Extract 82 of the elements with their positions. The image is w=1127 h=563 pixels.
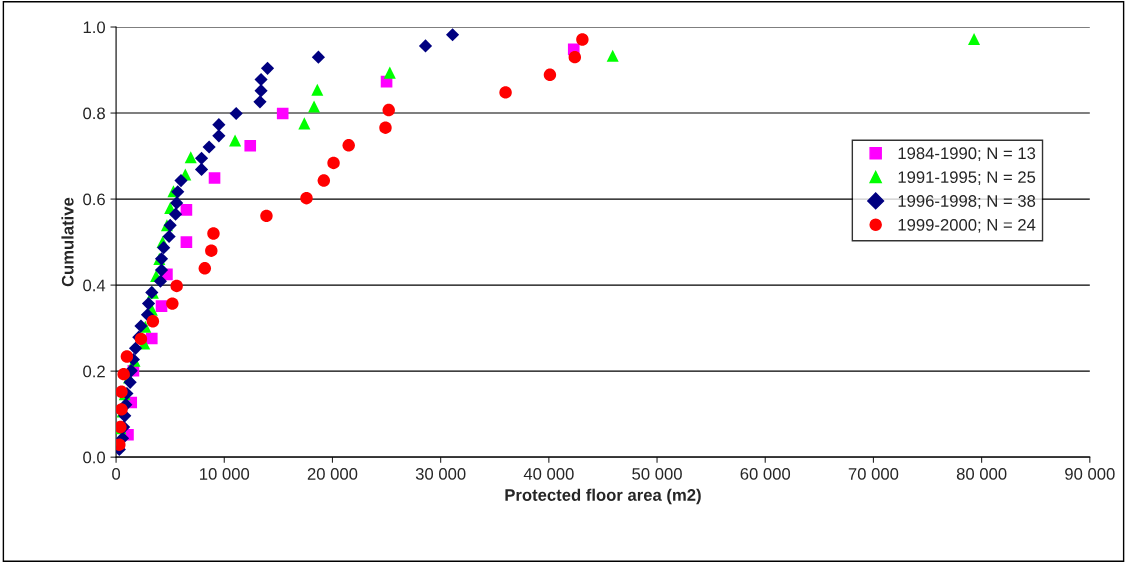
point [311,83,324,96]
point [445,28,460,42]
point [154,263,169,277]
point [194,162,209,176]
point [120,350,134,363]
point [254,72,268,87]
x-tick-label: 70 000 [848,468,899,480]
point [184,151,197,164]
point [155,300,168,312]
x-tick-label: 30 000 [415,468,466,480]
point [317,174,331,187]
point [229,106,243,121]
point [418,39,433,53]
point [198,262,212,275]
point [543,68,557,81]
point [229,134,242,147]
x-tick-label: 40 000 [523,468,574,480]
point [327,156,340,170]
point [308,100,321,113]
point [146,315,160,328]
x-tick-label: 20 000 [307,468,358,480]
x-tick-label: 80 000 [956,468,1007,480]
point [170,279,183,293]
legend-label: 1999-2000; N = 24 [898,218,1036,233]
point [968,33,981,46]
point [157,241,171,255]
legend-label: 1996-1998; N = 38 [898,195,1036,209]
point [207,227,220,240]
point [260,61,275,75]
x-tick-label: 50 000 [632,468,682,480]
x-axis-title: Protected floor area (m2) [505,488,701,505]
y-tick-label: 0.8 [83,107,105,120]
point [169,207,183,221]
point [212,118,226,132]
y-tick-label: 0.4 [83,279,106,292]
point [174,173,188,188]
y-tick-label: 1.0 [83,21,106,34]
point [180,236,193,248]
point [300,192,313,205]
point [134,319,148,333]
point [379,121,392,134]
point [568,50,582,64]
point [208,172,221,184]
point [298,117,311,130]
y-tick-label: 0.0 [83,451,106,464]
point [171,185,185,199]
legend-label: 1991-1995; N = 25 [898,171,1036,185]
point [244,139,257,152]
point [163,218,177,232]
point [382,103,395,117]
point [153,274,168,288]
point [170,196,184,210]
y-axis-title: Cumulative [61,197,74,287]
point [342,139,355,152]
point [145,332,158,345]
point [123,375,137,389]
x-tick-label: 10 000 [200,468,250,480]
x-tick-label: 90 000 [1065,468,1115,480]
point [180,204,193,216]
point [576,33,589,46]
point [166,297,179,310]
point [260,209,273,223]
point [311,50,325,64]
point [128,341,143,355]
point [212,129,226,143]
point [606,49,619,62]
point [117,367,130,381]
point [254,84,268,98]
x-tick-label: 0 [112,468,121,480]
point [383,66,396,79]
legend-label: 1984-1990; N = 13 [898,147,1036,162]
x-tick-label: 60 000 [740,468,791,480]
point [202,140,216,154]
point [141,297,156,311]
point [194,151,209,165]
point [499,86,512,99]
point [162,229,176,244]
y-tick-label: 0.2 [83,365,105,378]
point [276,107,289,120]
y-tick-label: 0.6 [83,193,105,206]
point [253,95,267,109]
point [205,244,218,257]
